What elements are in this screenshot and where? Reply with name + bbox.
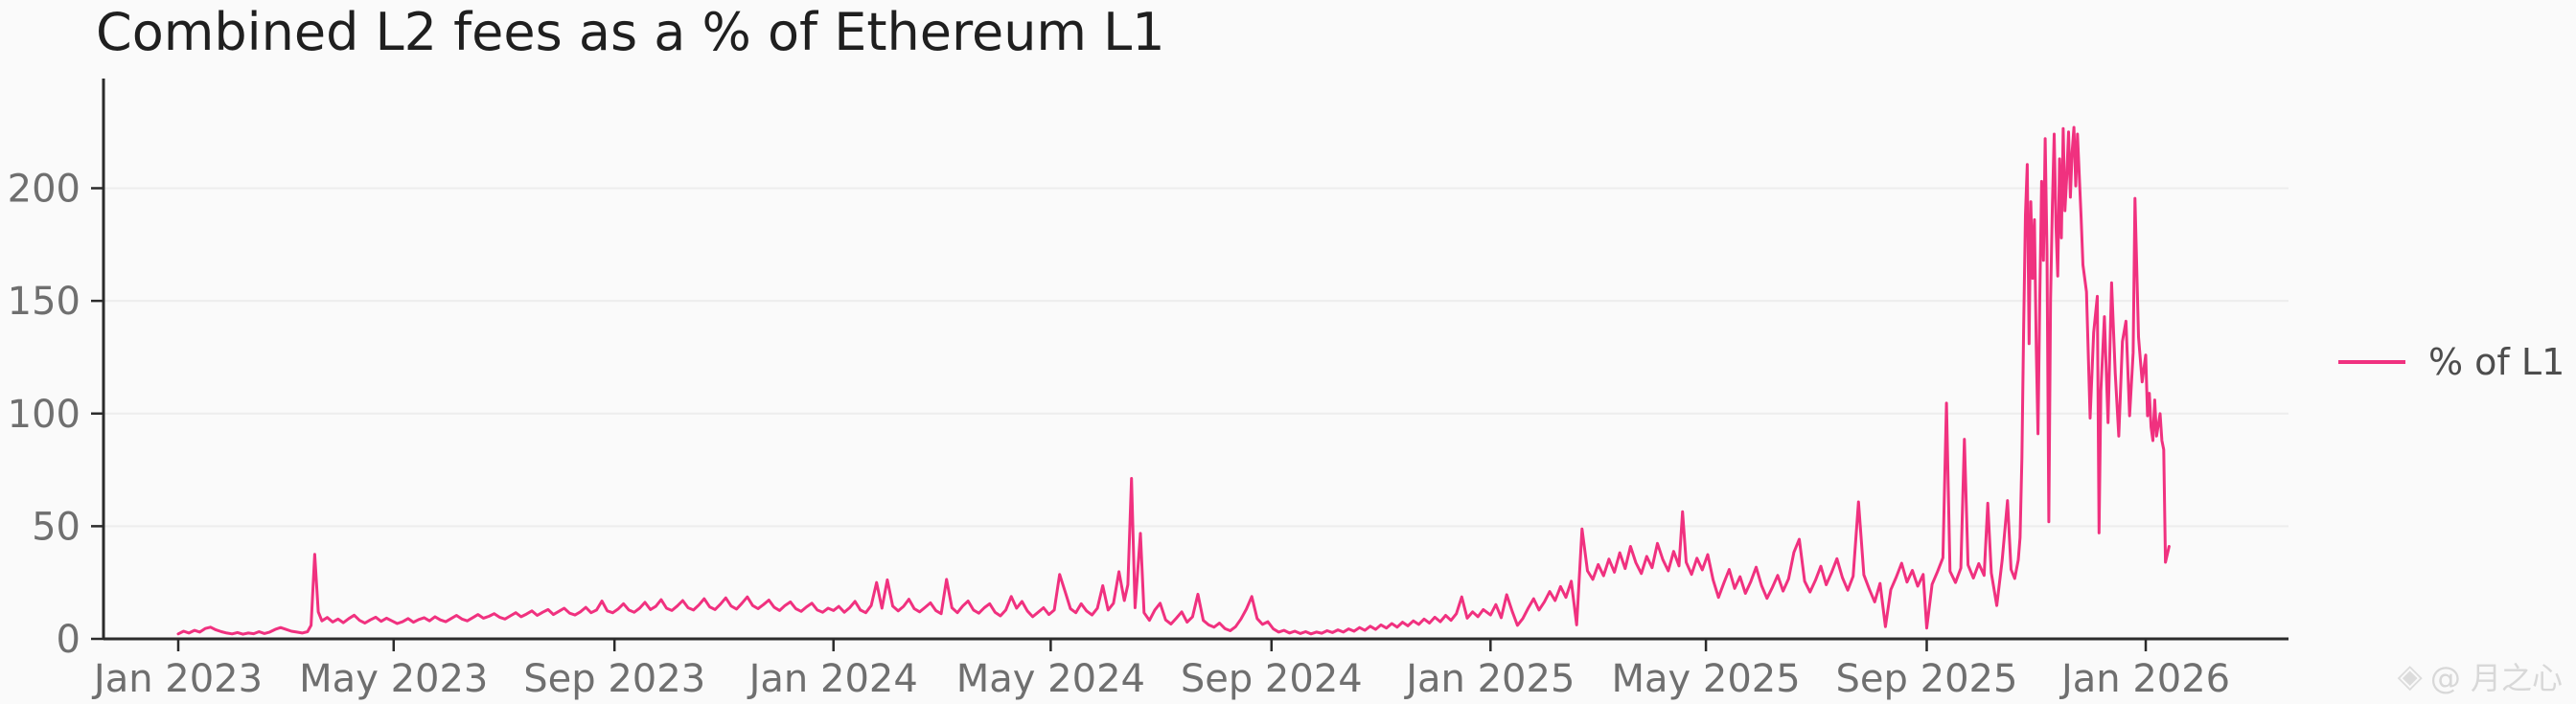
legend: % of L1 <box>2338 341 2564 383</box>
chart-title: Combined L2 fees as a % of Ethereum L1 <box>96 2 1165 62</box>
x-tick-label: Jan 2025 <box>1403 657 1575 701</box>
y-axis-ticks: 0 50 100 150 200 <box>8 168 104 662</box>
watermark-text: @ 月之心 <box>2429 660 2563 696</box>
x-tick-label: May 2025 <box>1611 657 1800 701</box>
x-tick-label: Jan 2026 <box>2058 657 2230 701</box>
y-tick-label: 100 <box>8 393 80 437</box>
x-tick-label: Sep 2023 <box>523 657 705 701</box>
watermark: ◈ @ 月之心 <box>2398 654 2563 698</box>
x-tick-label: Sep 2024 <box>1181 657 1363 701</box>
y-tick-label: 150 <box>8 280 80 324</box>
gridlines <box>104 187 2288 528</box>
x-tick-label: Jan 2024 <box>747 657 918 701</box>
x-tick-label: May 2024 <box>956 657 1145 701</box>
watermark-diamond-icon: ◈ <box>2397 657 2423 695</box>
x-tick-label: May 2023 <box>299 657 488 701</box>
x-axis-ticks: Jan 2023 May 2023 Sep 2023 Jan 2024 May 2024… <box>91 639 2230 701</box>
y-tick-label: 200 <box>8 168 80 212</box>
y-tick-label: 0 <box>57 618 80 662</box>
axes <box>102 79 2288 641</box>
x-tick-label: Sep 2025 <box>1836 657 2018 701</box>
fees-line-series <box>176 125 2171 636</box>
x-tick-label: Jan 2023 <box>91 657 263 701</box>
legend-label: % of L1 <box>2428 341 2565 383</box>
y-tick-label: 50 <box>32 505 80 549</box>
legend-line-swatch <box>2338 360 2405 364</box>
